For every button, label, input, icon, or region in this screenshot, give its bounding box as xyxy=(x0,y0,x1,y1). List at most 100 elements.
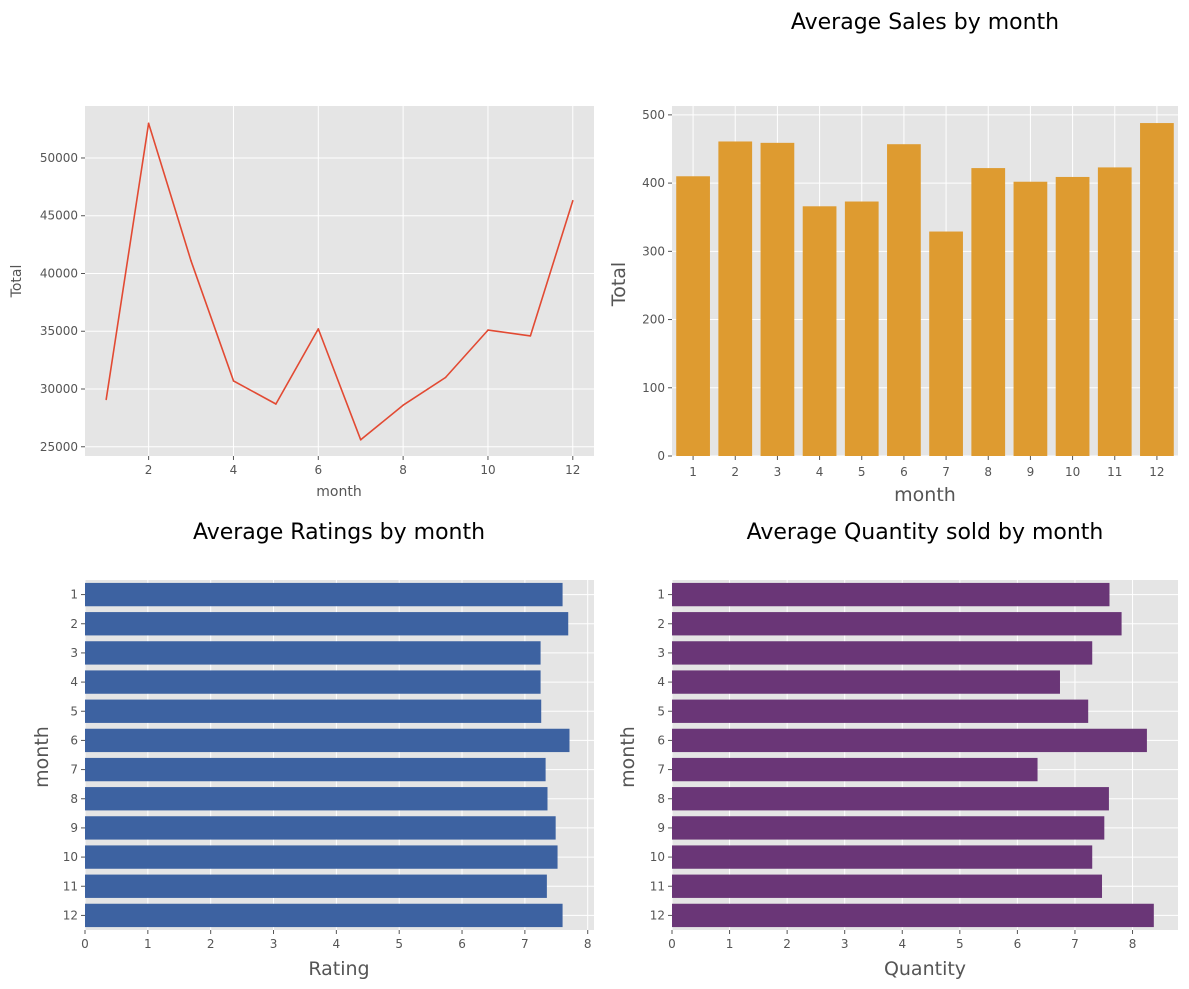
x-tick-label: 6 xyxy=(314,463,322,477)
x-tick-label: 0 xyxy=(668,937,676,951)
bar-month-2 xyxy=(85,612,569,636)
x-tick-label: 3 xyxy=(270,937,278,951)
bar-month-9 xyxy=(85,816,556,840)
ratings-chart-xlabel: Rating xyxy=(308,958,369,980)
y-tick-label: 1 xyxy=(657,588,665,602)
x-tick-label: 4 xyxy=(230,463,238,477)
data-point xyxy=(571,199,574,202)
x-tick-label: 10 xyxy=(480,463,495,477)
series-line-total xyxy=(105,122,574,441)
x-tick-label: 12 xyxy=(1149,465,1164,479)
data-point xyxy=(444,376,447,379)
data-point xyxy=(402,404,404,406)
data-point xyxy=(359,439,362,441)
bar-month-8 xyxy=(85,787,548,811)
x-tick-label: 8 xyxy=(1129,937,1137,951)
x-tick-label: 2 xyxy=(783,937,791,951)
y-tick-label: 50000 xyxy=(40,151,78,165)
y-tick-label: 30000 xyxy=(40,382,78,396)
y-tick-label: 4 xyxy=(657,675,665,689)
y-tick-label: 25000 xyxy=(40,440,78,454)
data-point xyxy=(232,380,235,382)
y-tick-label: 7 xyxy=(70,763,78,777)
y-tick-label: 8 xyxy=(70,792,78,806)
plot-area xyxy=(85,580,594,930)
x-tick-label: 5 xyxy=(956,937,964,951)
x-tick-label: 7 xyxy=(942,465,950,479)
bar-month-3 xyxy=(85,641,541,665)
x-tick-label: 11 xyxy=(1107,465,1122,479)
bar-month-4 xyxy=(672,670,1060,694)
bar-month-8 xyxy=(971,168,1006,457)
y-tick-label: 400 xyxy=(642,176,665,190)
bar-month-10 xyxy=(85,845,558,869)
bar-month-12 xyxy=(1140,123,1174,457)
data-point xyxy=(529,335,532,337)
bar-month-5 xyxy=(672,699,1089,723)
ratings-bar-chart-panel: Average Ratings by month 0 1 2 3 4 5 6 7 8123456… xyxy=(31,520,594,980)
y-tick-label: 6 xyxy=(657,733,665,747)
x-tick-label: 8 xyxy=(584,937,592,951)
y-tick-label: 5 xyxy=(657,704,665,718)
plot-area xyxy=(672,106,1178,456)
y-tick-label: 2 xyxy=(70,617,78,631)
y-tick-label: 2 xyxy=(657,617,665,631)
bar-month-6 xyxy=(85,728,570,753)
y-tick-label: 12 xyxy=(650,908,665,922)
x-tick-label: 3 xyxy=(841,937,849,951)
data-point xyxy=(275,403,277,405)
plot-area xyxy=(85,106,594,456)
x-tick-label: 2 xyxy=(731,465,739,479)
y-tick-label: 0 xyxy=(657,449,665,463)
y-tick-label: 10 xyxy=(63,850,78,864)
bar-month-2 xyxy=(672,612,1122,636)
y-tick-label: 45000 xyxy=(40,209,78,223)
sales-chart-ylabel: Total xyxy=(608,262,630,307)
bar-month-4 xyxy=(85,670,541,694)
bar-month-10 xyxy=(1055,176,1090,456)
y-tick-label: 11 xyxy=(650,879,665,893)
bar-month-4 xyxy=(802,206,837,456)
y-tick-label: 200 xyxy=(642,313,665,327)
bar-month-7 xyxy=(672,757,1038,782)
y-tick-label: 5 xyxy=(70,704,78,718)
x-tick-label: 0 xyxy=(81,937,89,951)
y-tick-label: 9 xyxy=(70,821,78,835)
bar-month-7 xyxy=(929,231,963,456)
bar-month-1 xyxy=(672,582,1110,607)
x-tick-label: 12 xyxy=(565,463,580,477)
bar-month-11 xyxy=(1097,167,1132,456)
data-point xyxy=(147,122,150,125)
bar-month-3 xyxy=(760,142,795,456)
y-tick-label: 11 xyxy=(63,879,78,893)
bar-month-11 xyxy=(85,874,547,898)
x-tick-label: 4 xyxy=(816,465,824,479)
x-tick-label: 6 xyxy=(1014,937,1022,951)
x-tick-label: 2 xyxy=(207,937,215,951)
x-tick-label: 4 xyxy=(333,937,341,951)
x-tick-label: 5 xyxy=(395,937,403,951)
line-chart-xlabel: month xyxy=(316,484,361,500)
bar-month-5 xyxy=(85,699,542,723)
ratings-chart-ylabel: month xyxy=(31,726,53,788)
bar-month-6 xyxy=(672,728,1147,753)
plot-area xyxy=(672,580,1178,930)
x-tick-label: 7 xyxy=(521,937,529,951)
data-point xyxy=(190,259,192,262)
quantity-chart-xlabel: Quantity xyxy=(884,958,966,980)
bar-month-5 xyxy=(844,201,879,456)
y-tick-label: 1 xyxy=(70,588,78,602)
bar-month-6 xyxy=(887,144,921,456)
y-tick-label: 4 xyxy=(70,675,78,689)
x-tick-label: 8 xyxy=(984,465,992,479)
bar-month-2 xyxy=(718,141,753,456)
x-tick-label: 1 xyxy=(144,937,152,951)
sales-chart-title: Average Sales by month xyxy=(791,10,1059,35)
y-tick-label: 8 xyxy=(657,792,665,806)
data-point xyxy=(487,329,489,331)
x-tick-label: 10 xyxy=(1065,465,1080,479)
y-tick-label: 100 xyxy=(642,381,665,395)
sales-chart-xlabel: month xyxy=(894,484,956,506)
